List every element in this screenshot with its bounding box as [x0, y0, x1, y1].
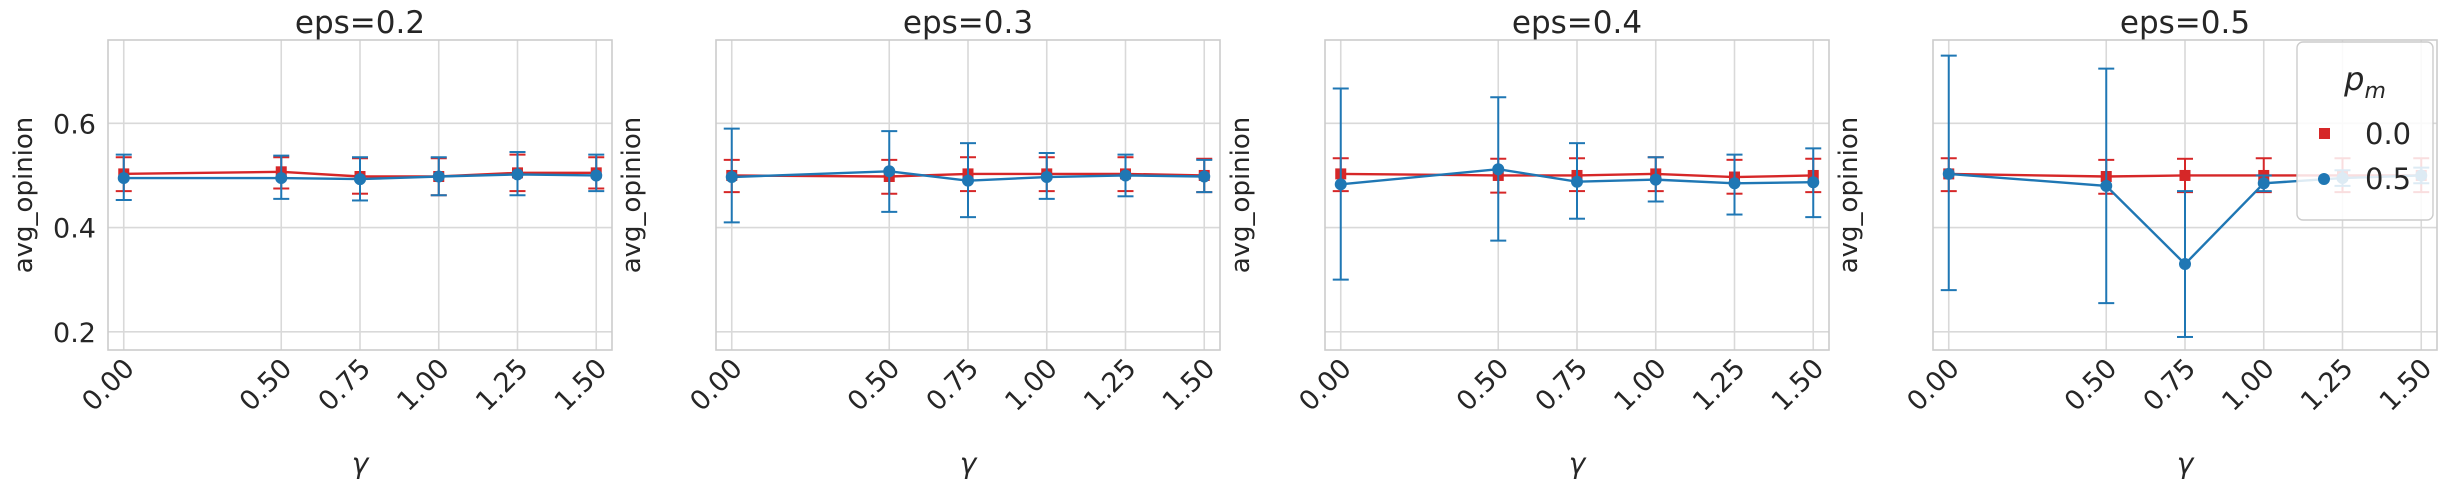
series-line: [731, 172, 1205, 178]
data-point: [883, 165, 896, 178]
x-axis-label: γ: [1569, 447, 1587, 480]
x-tick-label: 1.25: [470, 353, 534, 417]
data-point: [1571, 175, 1583, 188]
plot-frame: [1324, 39, 1830, 351]
x-tick-label: 0.00: [76, 353, 140, 417]
data-point: [432, 170, 445, 183]
legend-label: 0.0: [2365, 117, 2411, 151]
data-point: [590, 169, 603, 182]
series-line: [1340, 168, 1814, 186]
x-tick-label: 1.50: [1766, 353, 1830, 417]
x-tick-label: 1.25: [1078, 353, 1142, 417]
data-point: [1649, 173, 1662, 186]
x-tick-label: 1.00: [391, 353, 455, 417]
x-axis-label: γ: [960, 447, 978, 480]
x-tick-label: 0.50: [2059, 353, 2123, 417]
series-0.5: [115, 151, 605, 202]
x-tick-label: 1.50: [2374, 353, 2438, 417]
data-point: [1807, 176, 1820, 189]
y-axis-label: avg_opinion: [617, 117, 647, 274]
series-line: [123, 173, 597, 181]
x-tick-label: 1.00: [2216, 353, 2280, 417]
series-line: [731, 170, 1205, 182]
x-tick-label: 0.75: [921, 353, 985, 417]
data-point: [1198, 170, 1211, 183]
data-point: [1492, 163, 1505, 176]
data-point: [2179, 169, 2191, 181]
x-tick-label: 1.50: [549, 353, 613, 417]
y-axis-label: avg_opinion: [1226, 117, 1256, 274]
data-point: [962, 174, 974, 187]
y-axis-label: avg_opinion: [9, 117, 39, 274]
y-tick-label: 0.2: [53, 318, 96, 349]
series-line: [1340, 172, 1814, 179]
series-0.5: [723, 127, 1213, 224]
data-point: [2257, 177, 2270, 190]
y-tick-label: 0.6: [53, 109, 96, 140]
data-point: [1040, 171, 1053, 184]
legend-box: [2296, 41, 2434, 221]
chart-panel-3: 0.00 0.50 0.75 1.00 1.25 1.50 eps=0.4 avg_opini…: [1226, 5, 1830, 480]
legend-marker: [2319, 128, 2330, 139]
chart-title: eps=0.2: [295, 5, 425, 41]
plot-frame: [715, 39, 1221, 351]
data-point: [2100, 179, 2113, 192]
chart-title: eps=0.5: [2120, 5, 2250, 41]
data-point: [2179, 258, 2191, 271]
x-tick-label: 1.00: [999, 353, 1063, 417]
plot-frame: [1932, 39, 2438, 351]
x-tick-label: 0.50: [842, 353, 906, 417]
y-axis-label: avg_opinion: [1834, 117, 1864, 274]
chart-panel-4: 0.00 0.50 0.75 1.00 1.25 1.50 eps=0.5 avg_opini…: [1834, 5, 2438, 480]
legend-title: pm: [2343, 60, 2386, 104]
data-point: [1119, 169, 1132, 182]
data-point: [354, 173, 366, 186]
data-point: [1942, 167, 1955, 180]
series-0.5: [1332, 87, 1822, 281]
x-tick-label: 1.25: [2295, 353, 2359, 417]
legend: pm 0.0 0.5: [2296, 41, 2434, 221]
data-point: [1728, 177, 1741, 190]
x-tick-label: 0.75: [2138, 353, 2202, 417]
x-tick-label: 0.00: [1293, 353, 1357, 417]
data-point: [511, 168, 524, 181]
x-tick-label: 1.50: [1157, 353, 1221, 417]
data-point: [725, 171, 738, 184]
y-tick-label: 0.4: [53, 214, 96, 245]
chart-title: eps=0.3: [903, 5, 1033, 41]
chart-panel-2: 0.00 0.50 0.75 1.00 1.25 1.50 eps=0.3 avg_opini…: [617, 5, 1221, 480]
data-point: [275, 172, 288, 185]
x-tick-label: 0.00: [1901, 353, 1965, 417]
data-point: [1334, 178, 1347, 191]
chart-panel-1: 0.2 0.4 0.6 0.00 0.50 0.75 1.00 1.25 1.50 eps=0.2…: [9, 5, 613, 480]
x-tick-label: 0.75: [313, 353, 377, 417]
x-tick-label: 0.00: [684, 353, 748, 417]
chart-title: eps=0.4: [1512, 5, 1642, 41]
legend-marker: [2318, 173, 2330, 185]
x-tick-label: 1.00: [1608, 353, 1672, 417]
x-tick-label: 0.50: [1451, 353, 1515, 417]
x-axis-label: γ: [2177, 447, 2195, 480]
x-tick-label: 0.50: [234, 353, 298, 417]
plot-frame: [107, 39, 613, 351]
legend-label: 0.5: [2365, 162, 2411, 196]
x-axis-label: γ: [352, 447, 370, 480]
series-line: [123, 170, 597, 178]
x-tick-label: 0.75: [1530, 353, 1594, 417]
x-tick-label: 1.25: [1687, 353, 1751, 417]
data-point: [117, 172, 130, 185]
